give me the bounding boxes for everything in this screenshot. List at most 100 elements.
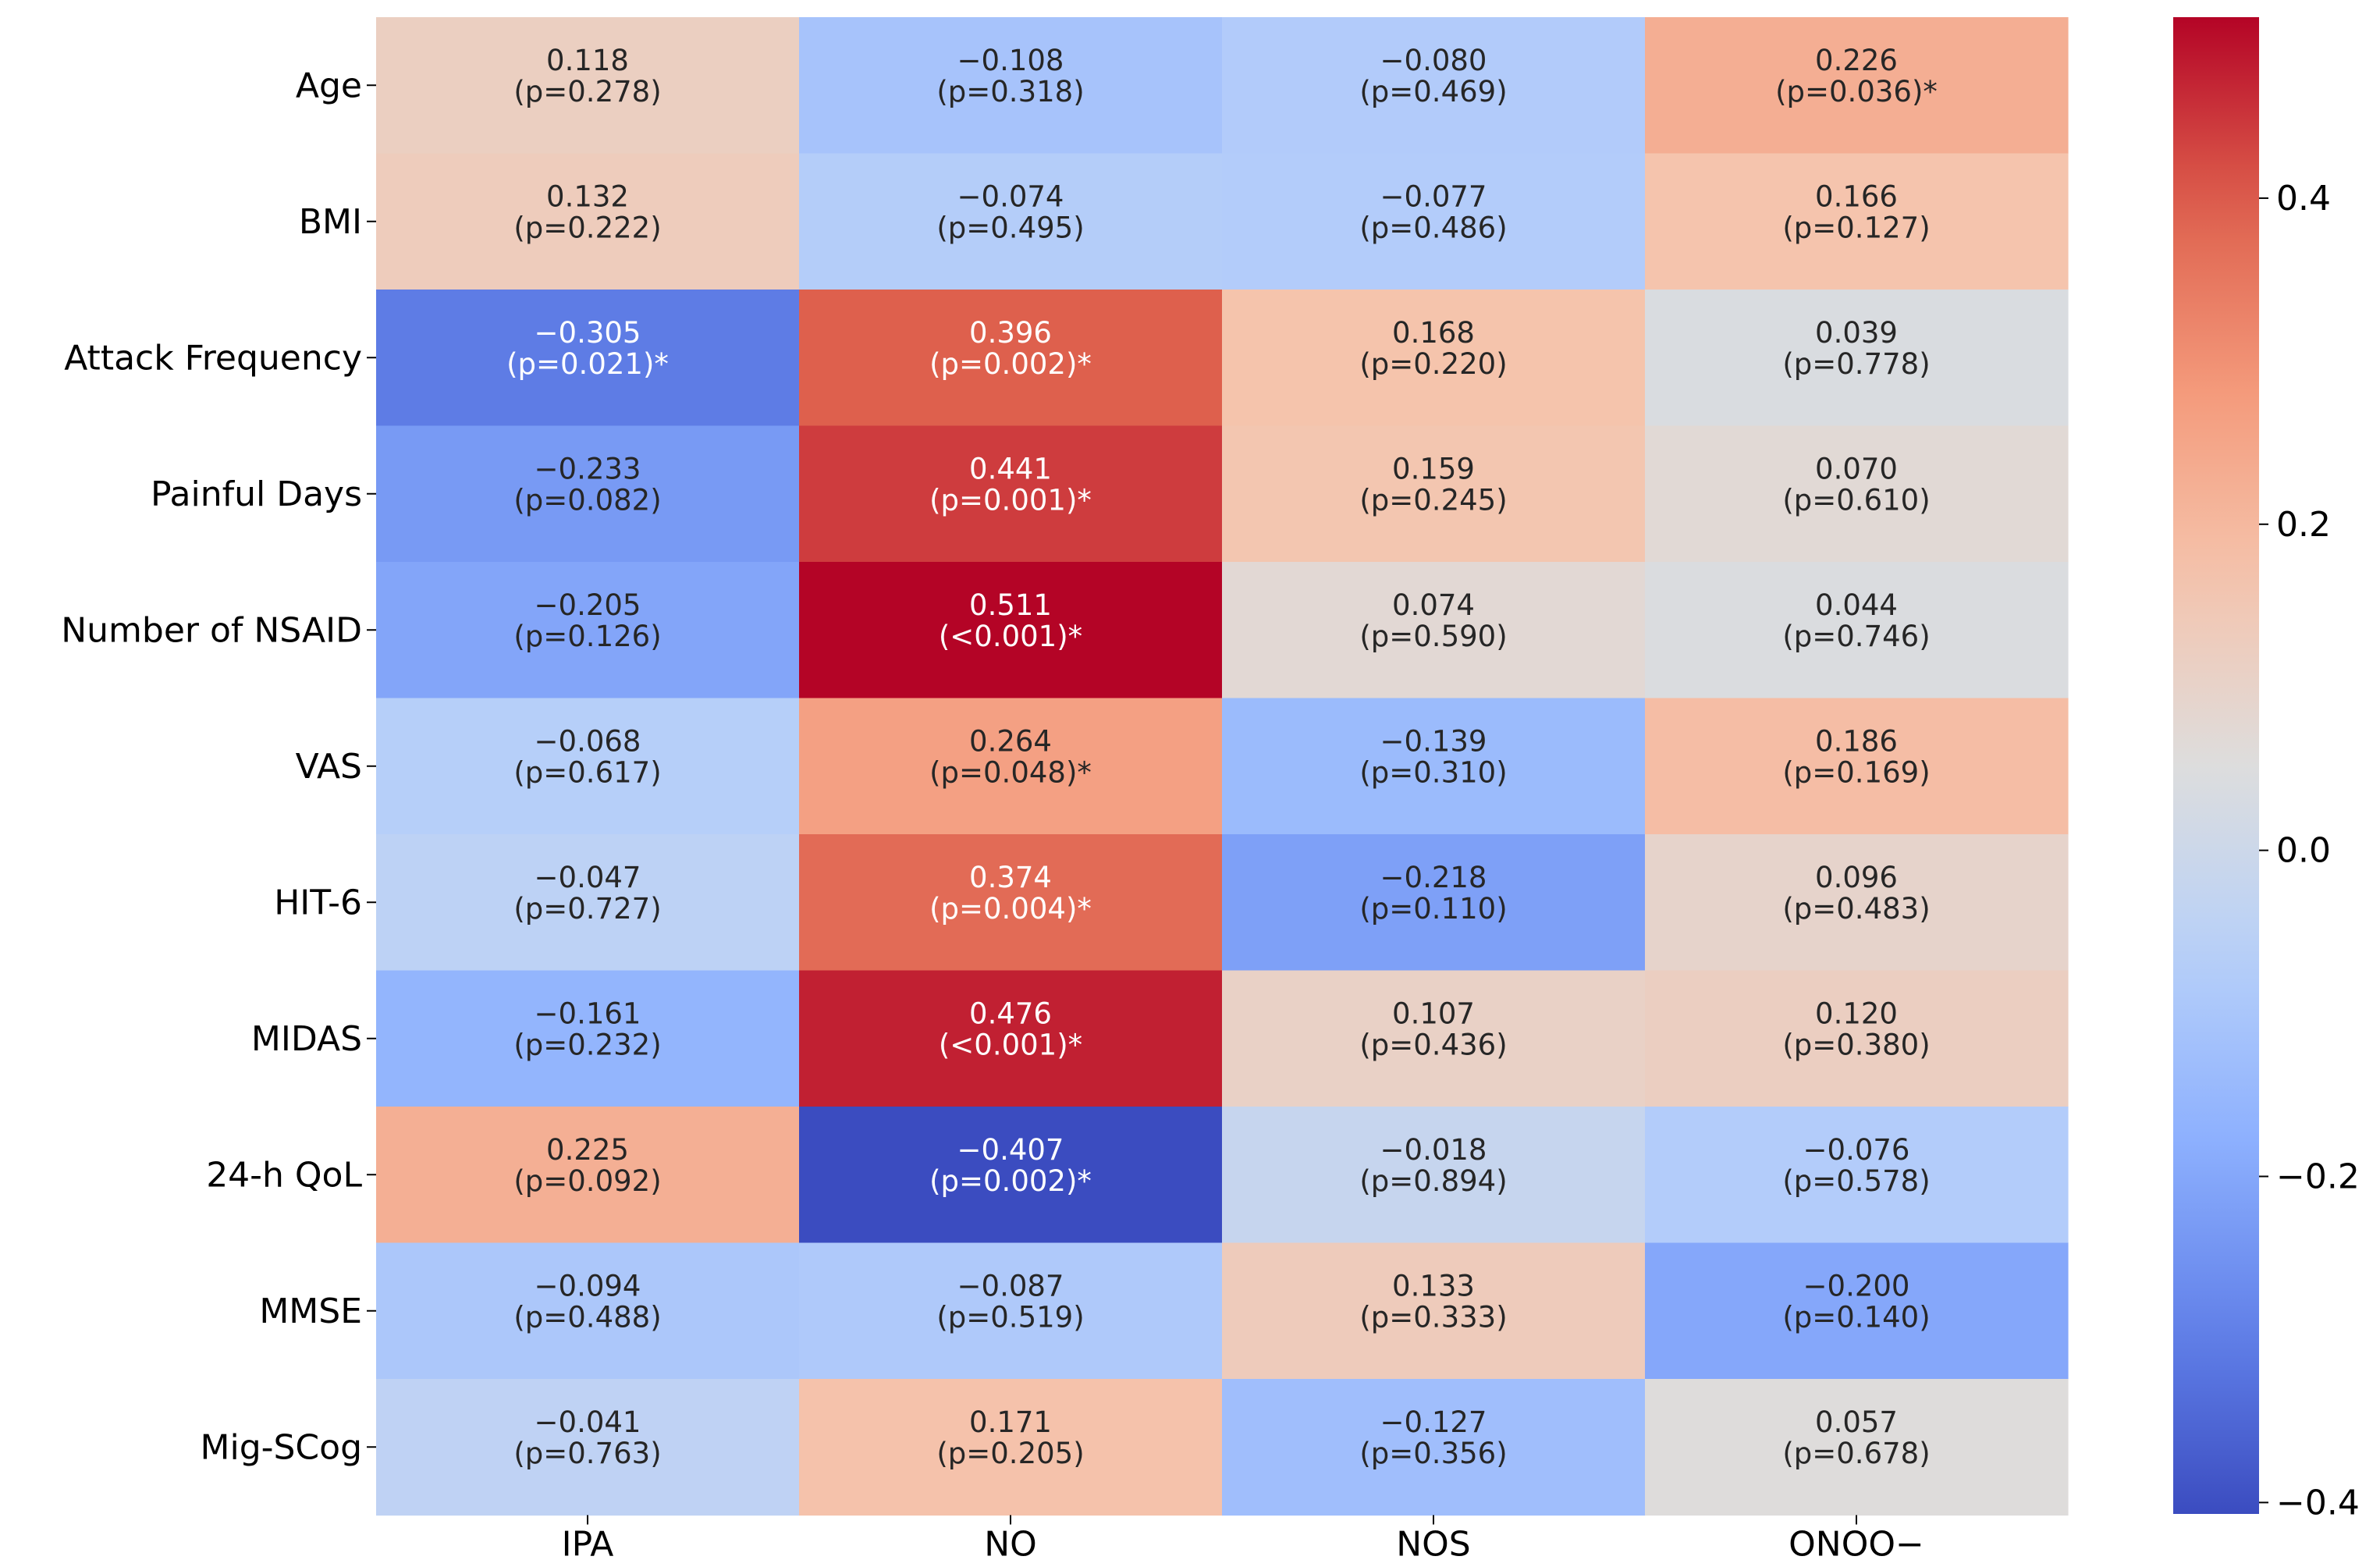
cell-p-value-label: (p=0.245)	[1359, 484, 1507, 517]
cell-value-label: 0.118	[546, 44, 629, 77]
cell-value-label: −0.094	[535, 1270, 641, 1303]
heatmap-cell	[376, 970, 800, 1107]
row-label: Attack Frequency	[64, 338, 362, 378]
heatmap-cell	[1222, 1107, 1646, 1244]
cell-value-label: 0.096	[1815, 861, 1898, 894]
heatmap-cell	[376, 17, 800, 155]
cell-p-value-label: (p=0.519)	[936, 1301, 1084, 1334]
heatmap-cell	[799, 1107, 1223, 1244]
cell-p-value-label: (p=0.778)	[1782, 347, 1930, 381]
cell-p-value-label: (p=0.002)*	[929, 1164, 1092, 1198]
cell-value-label: 0.171	[969, 1405, 1052, 1439]
cell-p-value-label: (p=0.278)	[513, 75, 661, 108]
heatmap-cell	[1222, 834, 1646, 972]
heatmap-cell	[1645, 290, 2069, 427]
cell-value-label: −0.233	[535, 453, 641, 486]
heatmap-cell	[799, 970, 1223, 1107]
colorbar-tick-label: 0.0	[2276, 831, 2331, 871]
cell-value-label: −0.108	[957, 44, 1064, 77]
cell-value-label: −0.305	[535, 316, 641, 350]
cell-p-value-label: (p=0.220)	[1359, 347, 1507, 381]
cell-p-value-label: (p=0.488)	[513, 1301, 661, 1334]
heatmap-cell	[799, 562, 1223, 699]
cell-p-value-label: (p=0.002)*	[929, 347, 1092, 381]
cell-value-label: 0.225	[546, 1133, 629, 1167]
colorbar-tick-label: 0.2	[2276, 505, 2331, 545]
column-label: IPA	[562, 1525, 614, 1565]
cell-value-label: 0.107	[1392, 997, 1475, 1031]
cell-p-value-label: (p=0.617)	[513, 756, 661, 790]
heatmap-cell	[799, 17, 1223, 155]
cell-p-value-label: (p=0.727)	[513, 892, 661, 926]
heatmap-cell	[376, 153, 800, 290]
cell-p-value-label: (p=0.356)	[1359, 1437, 1507, 1470]
cell-p-value-label: (p=0.678)	[1782, 1437, 1930, 1470]
cell-p-value-label: (p=0.222)	[513, 211, 661, 245]
row-label: MIDAS	[251, 1019, 362, 1059]
heatmap-cell	[1222, 1242, 1646, 1380]
heatmap-cell	[1222, 698, 1646, 835]
cell-p-value-label: (p=0.140)	[1782, 1301, 1930, 1334]
cell-p-value-label: (p=0.578)	[1782, 1164, 1930, 1198]
cell-value-label: 0.511	[969, 588, 1052, 622]
column-label: NOS	[1396, 1525, 1470, 1565]
heatmap-cell	[799, 1379, 1223, 1516]
cell-p-value-label: (p=0.483)	[1782, 892, 1930, 926]
heatmap-cell	[376, 1242, 800, 1380]
cell-p-value-label: (p=0.495)	[936, 211, 1084, 245]
cell-value-label: 0.074	[1392, 588, 1475, 622]
heatmap-cell	[799, 834, 1223, 972]
cell-p-value-label: (p=0.169)	[1782, 756, 1930, 790]
cell-p-value-label: (p=0.127)	[1782, 211, 1930, 245]
row-label: MMSE	[259, 1292, 362, 1331]
column-label: NO	[984, 1525, 1037, 1565]
cell-p-value-label: (p=0.110)	[1359, 892, 1507, 926]
cell-value-label: −0.087	[957, 1270, 1064, 1303]
cell-value-label: −0.161	[535, 997, 641, 1031]
row-label: Age	[296, 66, 362, 105]
column-axis: IPA NO NOS ONOO−	[562, 1515, 1924, 1565]
cell-p-value-label: (p=0.610)	[1782, 484, 1930, 517]
heatmap-cell	[1222, 970, 1646, 1107]
row-label: Mig-SCog	[201, 1427, 363, 1467]
cell-value-label: −0.127	[1380, 1405, 1487, 1439]
cell-p-value-label: (p=0.092)	[513, 1164, 661, 1198]
heatmap-cells	[376, 17, 2069, 1516]
heatmap-cell	[799, 290, 1223, 427]
cell-p-value-label: (p=0.333)	[1359, 1301, 1507, 1334]
cell-value-label: −0.018	[1380, 1133, 1487, 1167]
cell-value-label: 0.374	[969, 861, 1052, 894]
cell-p-value-label: (p=0.763)	[513, 1437, 661, 1470]
cell-value-label: −0.080	[1380, 44, 1487, 77]
heatmap-cell	[1645, 17, 2069, 155]
heatmap-cell	[1645, 1242, 2069, 1380]
heatmap-cell	[1645, 153, 2069, 290]
cell-value-label: 0.168	[1392, 316, 1475, 350]
heatmap-cell	[376, 290, 800, 427]
cell-p-value-label: (p=0.894)	[1359, 1164, 1507, 1198]
cell-value-label: 0.070	[1815, 453, 1898, 486]
heatmap-cell	[799, 698, 1223, 835]
heatmap-cell	[1222, 1379, 1646, 1516]
colorbar-tick-label: −0.2	[2276, 1157, 2360, 1197]
cell-value-label: −0.200	[1803, 1270, 1910, 1303]
cell-value-label: −0.068	[535, 725, 641, 759]
cell-p-value-label: (p=0.746)	[1782, 620, 1930, 653]
cell-value-label: −0.407	[957, 1133, 1064, 1167]
cell-p-value-label: (p=0.036)*	[1775, 75, 1938, 108]
cell-value-label: −0.218	[1380, 861, 1487, 894]
cell-p-value-label: (p=0.436)	[1359, 1029, 1507, 1062]
cell-value-label: −0.041	[535, 1405, 641, 1439]
cell-value-label: −0.139	[1380, 725, 1487, 759]
cell-p-value-label: (p=0.310)	[1359, 756, 1507, 790]
cell-value-label: 0.039	[1815, 316, 1898, 350]
cell-p-value-label: (<0.001)*	[939, 1029, 1082, 1062]
row-label: VAS	[296, 747, 362, 787]
heatmap-cell	[1645, 834, 2069, 972]
cell-value-label: 0.226	[1815, 44, 1898, 77]
column-label: ONOO−	[1789, 1525, 1924, 1565]
cell-p-value-label: (p=0.004)*	[929, 892, 1092, 926]
cell-p-value-label: (p=0.205)	[936, 1437, 1084, 1470]
cell-p-value-label: (p=0.380)	[1782, 1029, 1930, 1062]
